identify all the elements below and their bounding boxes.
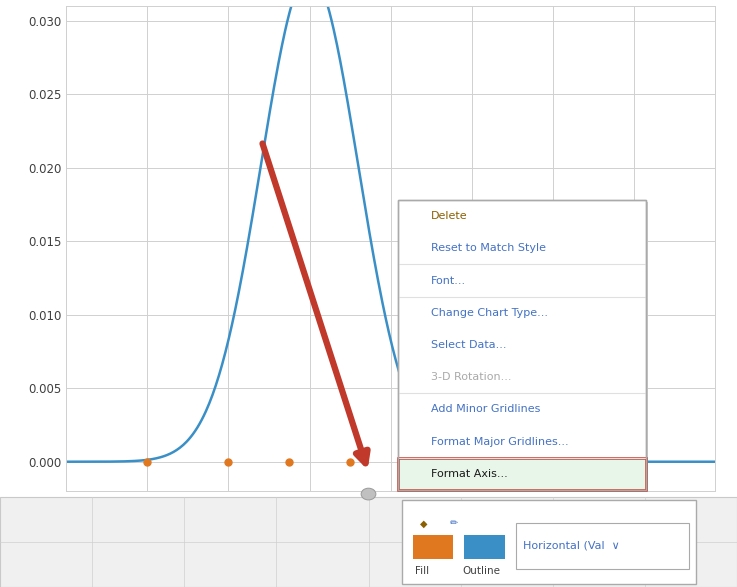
Text: Format Axis...: Format Axis... (431, 469, 508, 479)
Text: Horizontal (Val  ∨: Horizontal (Val ∨ (523, 541, 620, 551)
Point (344, 457, 356, 467)
Text: Add Minor Gridlines: Add Minor Gridlines (431, 404, 540, 414)
Text: 3-D Rotation...: 3-D Rotation... (431, 372, 511, 382)
Text: Outline: Outline (462, 566, 500, 576)
Text: Font...: Font... (431, 275, 467, 285)
Point (142, 457, 153, 467)
Text: Format Major Gridlines...: Format Major Gridlines... (431, 437, 569, 447)
Point (223, 457, 234, 467)
Text: Change Chart Type...: Change Chart Type... (431, 308, 548, 318)
Text: Fill: Fill (415, 566, 429, 576)
Point (283, 457, 295, 467)
Text: Delete: Delete (431, 211, 468, 221)
Text: Select Data...: Select Data... (431, 340, 506, 350)
Text: Reset to Match Style: Reset to Match Style (431, 244, 546, 254)
Text: ◆: ◆ (420, 518, 427, 528)
Text: ✏: ✏ (450, 518, 458, 528)
